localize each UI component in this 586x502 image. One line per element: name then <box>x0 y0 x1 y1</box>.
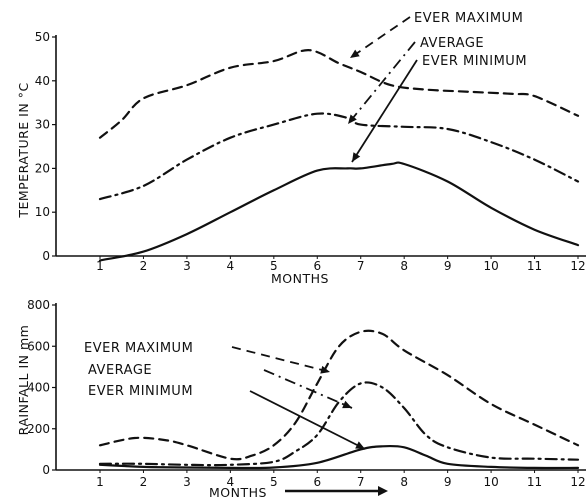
rainfall-series-ever-minimum <box>98 444 580 470</box>
rainfall-x-tick-label: 4 <box>227 475 235 489</box>
rainfall-y-tick-label: 800 <box>27 298 50 312</box>
temperature-y-tick-label: 50 <box>35 30 50 44</box>
temperature-y-tick-label: 20 <box>35 161 50 175</box>
temperature-x-tick-label: 8 <box>400 259 408 273</box>
temperature-x-tick-label: 2 <box>140 259 148 273</box>
rainfall-series-ever-maximum <box>98 329 580 461</box>
temperature-legend-arrow <box>351 59 418 163</box>
rainfall-legend-arrowhead <box>355 441 365 449</box>
rainfall-legend-label: AVERAGE <box>88 363 152 378</box>
temperature-legend-label: EVER MINIMUM <box>422 54 527 69</box>
temperature-y-axis-label: TEMPERATURE IN °C <box>16 82 31 218</box>
rainfall-legend-arrowhead <box>342 400 352 409</box>
temperature-x-tick-label: 3 <box>183 259 191 273</box>
rainfall-x-axis-label: MONTHS <box>209 485 267 500</box>
temperature-legend-arrow <box>349 16 411 59</box>
rainfall-x-tick-label: 6 <box>313 475 321 489</box>
rainfall-y-tick-label: 400 <box>27 381 50 395</box>
temperature-x-axis-label: MONTHS <box>271 271 329 286</box>
temperature-legend-arrow <box>347 41 416 125</box>
rainfall-x-tick-label: 10 <box>483 475 498 489</box>
rainfall-x-tick-label: 9 <box>444 475 452 489</box>
temperature-legend-arrowhead <box>350 49 360 58</box>
temperature-y-tick-label: 0 <box>42 249 50 263</box>
rainfall-y-tick-label: 200 <box>27 422 50 436</box>
temperature-x-tick-label: 1 <box>96 259 104 273</box>
rainfall-x-tick-label: 8 <box>400 475 408 489</box>
rainfall-x-tick-label: 5 <box>270 475 278 489</box>
temperature-y-tick-label: 40 <box>35 74 50 88</box>
rainfall-x-tick-label: 3 <box>183 475 191 489</box>
temperature-x-tick-label: 6 <box>313 259 321 273</box>
temperature-legend-label: EVER MAXIMUM <box>414 11 523 26</box>
temperature-x-tick-label: 4 <box>227 259 235 273</box>
temperature-x-tick-label: 11 <box>527 259 542 273</box>
rainfall-legend-arrowhead <box>320 365 330 374</box>
rainfall-legend-arrow <box>231 346 331 373</box>
temperature-y-tick-label: 10 <box>35 205 50 219</box>
temperature-x-tick-label: 9 <box>444 259 452 273</box>
rainfall-legend-label: EVER MINIMUM <box>88 384 193 399</box>
rainfall-series-average <box>98 381 580 467</box>
temperature-legend-label: AVERAGE <box>420 36 484 51</box>
rainfall-x-tick-label: 11 <box>527 475 542 489</box>
temperature-y-tick-label: 30 <box>35 118 50 132</box>
temperature-x-tick-label: 5 <box>270 259 278 273</box>
rainfall-legend-arrow <box>263 369 353 409</box>
rainfall-x-tick-label: 12 <box>570 475 585 489</box>
rainfall-y-tick-label: 600 <box>27 339 50 353</box>
rainfall-legend-arrow <box>249 390 366 450</box>
temperature-x-tick-label: 10 <box>483 259 498 273</box>
temperature-x-tick-label: 7 <box>357 259 365 273</box>
rainfall-x-tick-label: 7 <box>357 475 365 489</box>
direction-arrow-head <box>378 486 388 496</box>
rainfall-legend-label: EVER MAXIMUM <box>84 341 193 356</box>
rainfall-y-tick-label: 0 <box>42 463 50 477</box>
temperature-series-ever-minimum <box>98 161 580 262</box>
rainfall-x-tick-label: 2 <box>140 475 148 489</box>
temperature-legend-arrowhead <box>348 114 357 124</box>
temperature-legend-arrowhead <box>352 152 361 162</box>
temperature-series-average <box>98 112 580 201</box>
rainfall-x-tick-label: 1 <box>96 475 104 489</box>
rainfall-y-axis-label: RAINFALL IN mm <box>16 325 31 436</box>
temperature-x-tick-label: 12 <box>570 259 585 273</box>
